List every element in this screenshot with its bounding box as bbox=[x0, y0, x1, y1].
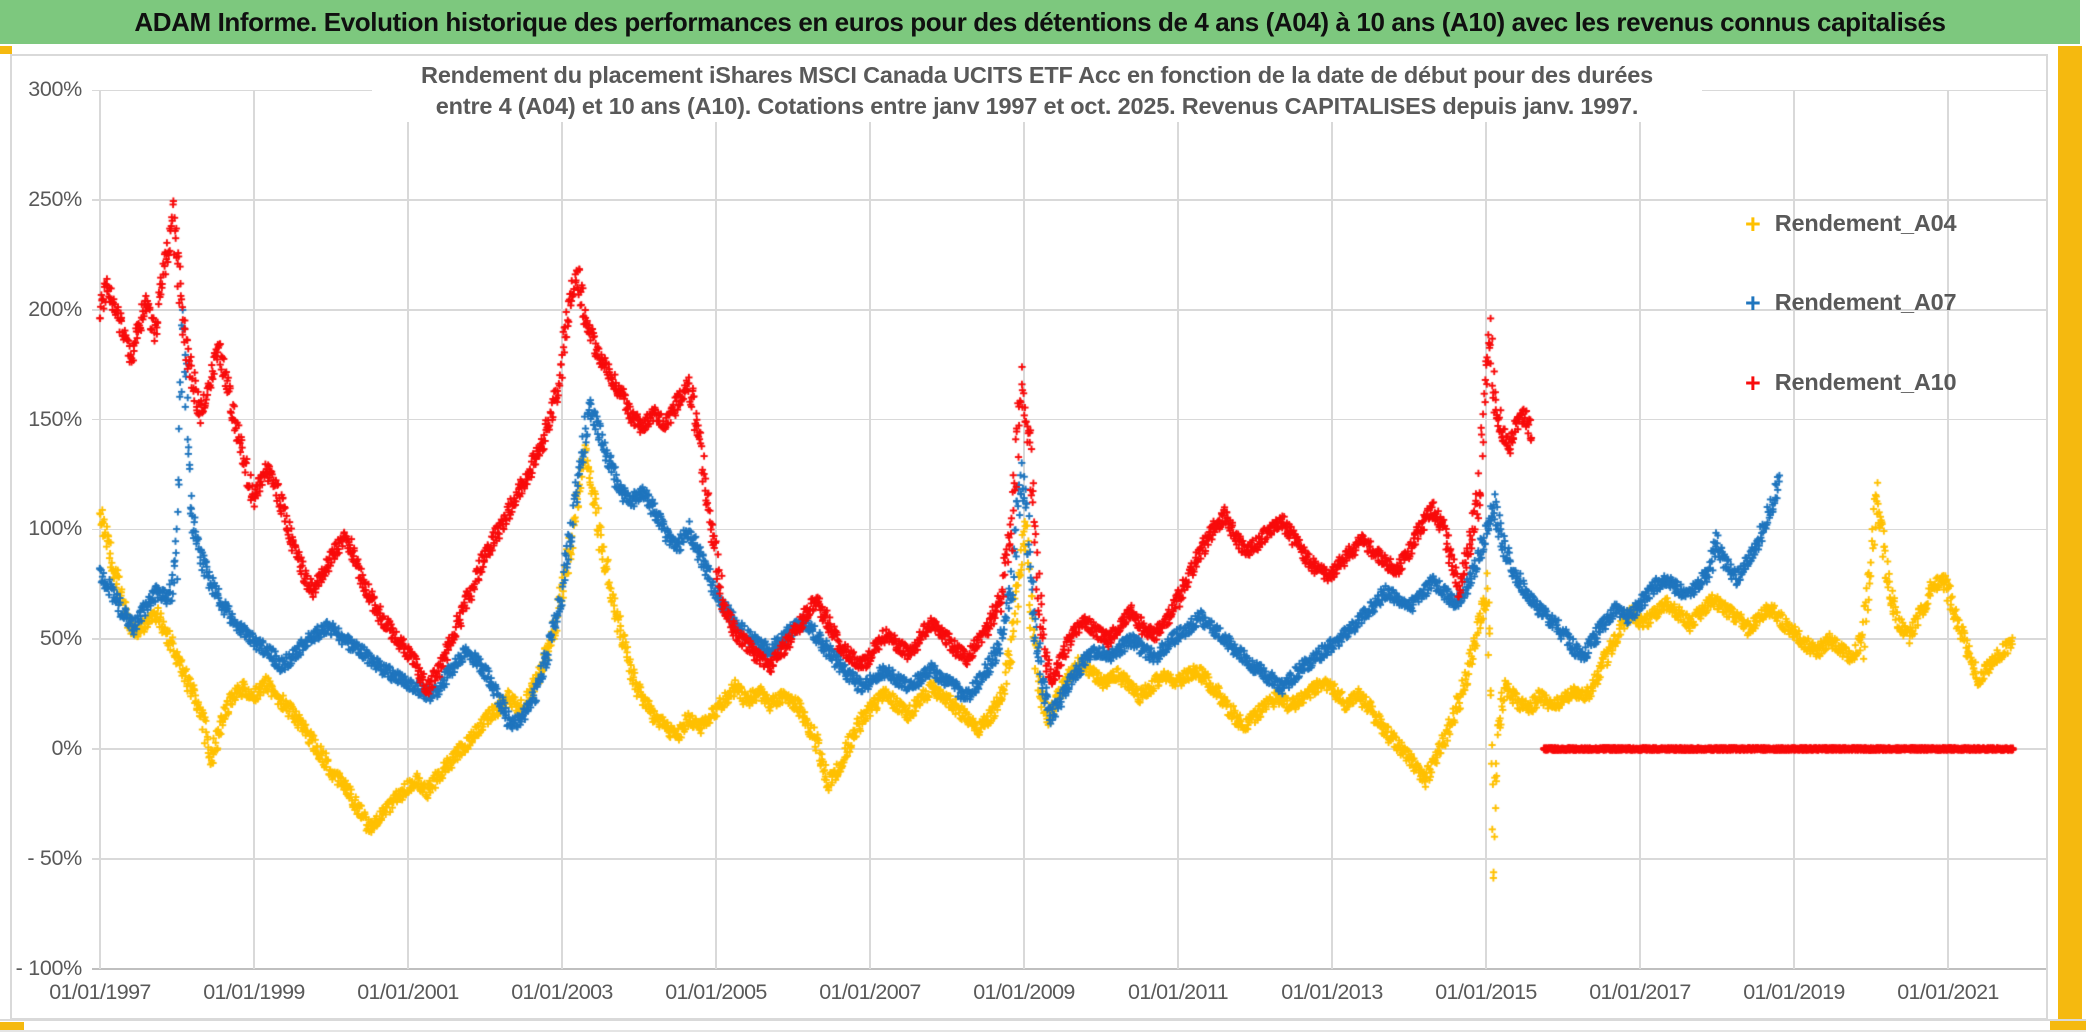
y-tick-label: 100% bbox=[28, 516, 82, 541]
y-tick-label: 0% bbox=[51, 736, 83, 760]
y-tick-label: - 50% bbox=[27, 845, 82, 870]
legend-label-a10: Rendement_A10 bbox=[1774, 369, 1957, 395]
y-tick-label: 250% bbox=[28, 187, 82, 212]
x-tick-label: 01/01/2013 bbox=[1281, 980, 1383, 1004]
chart-title: Rendement du placement iShares MSCI Cana… bbox=[372, 60, 1702, 122]
x-tick-label: 01/01/2011 bbox=[1127, 980, 1229, 1004]
x-tick-label: 01/01/2005 bbox=[665, 980, 767, 1004]
legend-item-a04: + Rendement_A04 bbox=[1745, 208, 1957, 239]
plus-marker-icon: + bbox=[1745, 287, 1761, 318]
y-tick-label: 50% bbox=[39, 626, 82, 651]
legend-item-a10: + Rendement_A10 bbox=[1745, 367, 1957, 398]
y-tick-label: 150% bbox=[28, 406, 82, 431]
x-tick-label: 01/01/2001 bbox=[357, 980, 459, 1004]
x-tick-label: 01/01/2009 bbox=[973, 980, 1075, 1004]
x-tick-label: 01/01/2019 bbox=[1743, 980, 1845, 1004]
y-tick-label: 200% bbox=[28, 296, 82, 321]
plus-marker-icon: + bbox=[1745, 208, 1761, 239]
legend-label-a04: Rendement_A04 bbox=[1774, 210, 1957, 236]
x-tick-label: 01/01/2017 bbox=[1589, 980, 1691, 1004]
x-tick-label: 01/01/2007 bbox=[819, 980, 921, 1004]
x-tick-label: 01/01/1997 bbox=[49, 980, 151, 1004]
plus-marker-icon: + bbox=[1745, 367, 1761, 398]
x-tick-label: 01/01/2015 bbox=[1435, 980, 1537, 1004]
chart-title-line1: Rendement du placement iShares MSCI Cana… bbox=[421, 62, 1653, 88]
y-tick-label: - 100% bbox=[15, 955, 83, 980]
x-tick-label: 01/01/1999 bbox=[203, 980, 305, 1004]
chart-title-line2: entre 4 (A04) et 10 ans (A10). Cotations… bbox=[435, 93, 1639, 119]
legend-item-a07: + Rendement_A07 bbox=[1745, 287, 1957, 318]
x-tick-label: 01/01/2003 bbox=[511, 980, 613, 1004]
y-tick-label: 300% bbox=[28, 77, 82, 102]
x-tick-label: 01/01/2021 bbox=[1897, 980, 1999, 1004]
legend-label-a07: Rendement_A07 bbox=[1774, 289, 1957, 315]
